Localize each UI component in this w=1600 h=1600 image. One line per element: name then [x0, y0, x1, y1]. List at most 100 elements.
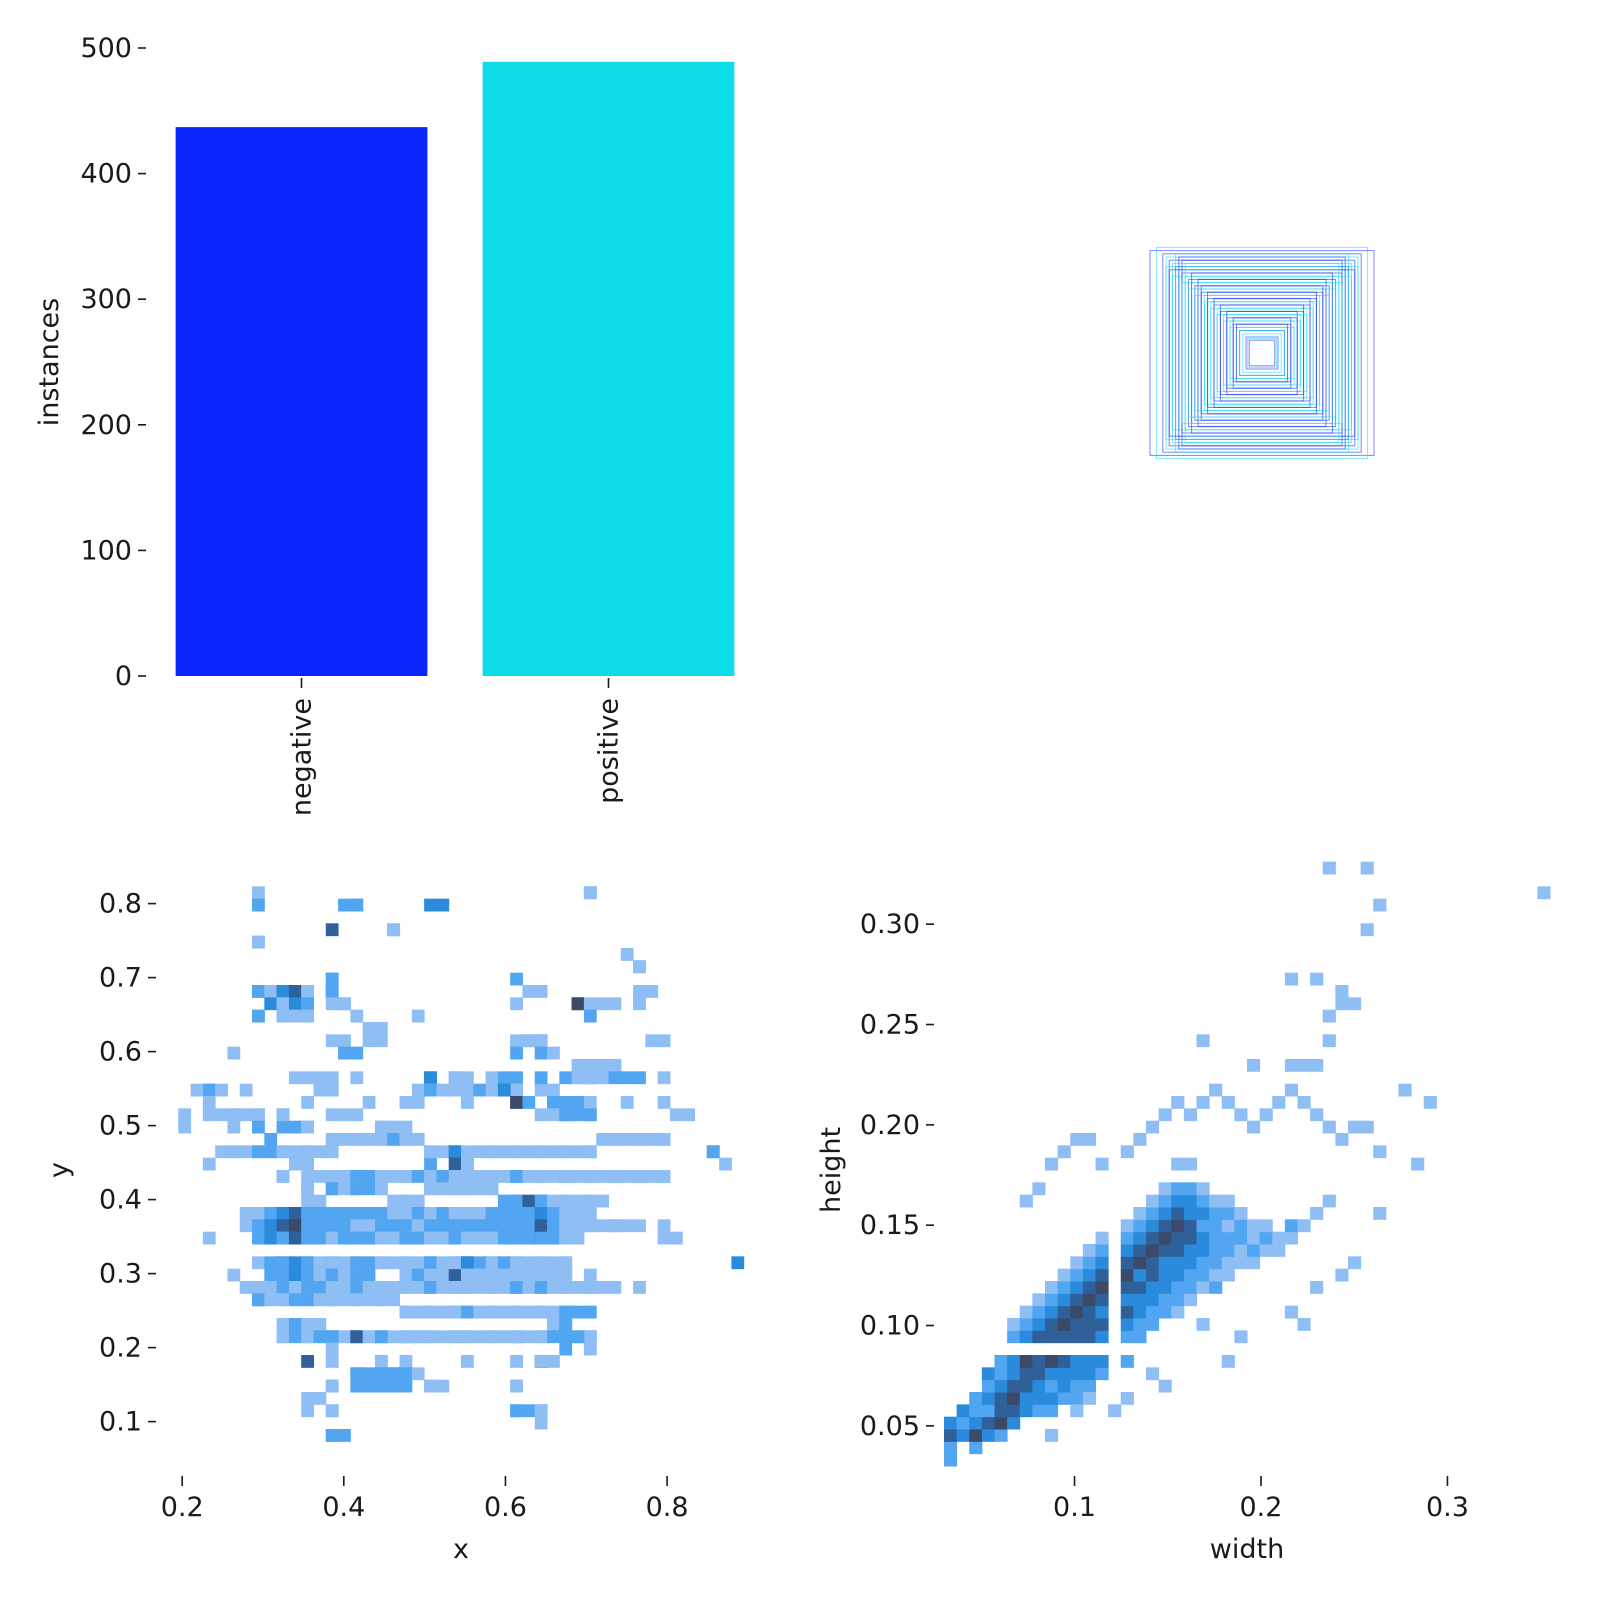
heatmap-cell	[1234, 1256, 1248, 1270]
heatmap-cell	[461, 1231, 474, 1245]
heatmap-cell	[1247, 1120, 1261, 1134]
heatmap-cell	[1057, 1379, 1071, 1393]
heatmap-cell	[424, 1182, 437, 1196]
heatmap-cell	[1133, 1231, 1147, 1245]
bar-negative	[175, 127, 428, 677]
heatmap-cell	[981, 1416, 995, 1430]
heatmap-cell	[633, 1133, 646, 1146]
heatmap-cell	[362, 1034, 376, 1048]
heatmap-cell	[1095, 1231, 1109, 1245]
heatmap-cell	[325, 1281, 339, 1294]
heatmap-cell	[436, 1330, 450, 1344]
heatmap-cell	[956, 1429, 970, 1442]
heatmap-cell	[1082, 1330, 1096, 1344]
y-tick-label: 400	[80, 159, 132, 190]
heatmap-cell	[288, 1157, 302, 1171]
heatmap-cell	[583, 1268, 597, 1282]
heatmap-cell	[1045, 1404, 1059, 1418]
heatmap-cell	[608, 1170, 622, 1183]
heatmap-cell	[1133, 1281, 1147, 1294]
heatmap-cell	[1120, 1256, 1134, 1270]
heatmap-cell	[485, 1281, 499, 1294]
heatmap-cell	[350, 1379, 364, 1393]
heatmap-cell	[608, 1059, 622, 1072]
heatmap-cell	[1259, 1219, 1273, 1233]
heatmap-cell	[1057, 1145, 1071, 1159]
heatmap-cell	[596, 1219, 609, 1233]
heatmap-cell	[374, 1120, 388, 1134]
heatmap-cell	[944, 1416, 958, 1430]
heatmap-cell	[301, 1145, 314, 1159]
heatmap-cell	[325, 1379, 339, 1393]
heatmap-cell	[1045, 1318, 1059, 1331]
heatmap-cell	[1146, 1281, 1160, 1294]
heatmap-cell	[399, 1281, 413, 1294]
heatmap-cell	[424, 1231, 437, 1245]
heatmap-cell	[1348, 1120, 1362, 1134]
heatmap-cell	[338, 1293, 351, 1307]
heatmap-cell	[473, 1170, 487, 1183]
heatmap-cell	[522, 1034, 536, 1048]
heatmap-cell	[1045, 1429, 1059, 1442]
heatmap-cell	[1196, 1244, 1210, 1257]
label-box	[1200, 285, 1324, 421]
heatmap-cell	[338, 1108, 351, 1122]
heatmap-cell	[301, 1281, 314, 1294]
heatmap-cell	[338, 1034, 351, 1048]
heatmap-cell	[1297, 1219, 1311, 1233]
heatmap-cell	[374, 1182, 388, 1196]
heatmap-cell	[461, 1305, 474, 1319]
y-tick-label: 0.6	[99, 1037, 142, 1068]
heatmap-cell	[374, 1133, 388, 1146]
heatmap-cell	[1259, 1231, 1273, 1245]
heatmap-cell	[497, 1330, 511, 1344]
heatmap-cell	[969, 1392, 983, 1405]
heatmap-cell	[510, 1145, 523, 1159]
heatmap-cell	[583, 1330, 597, 1344]
heatmap-cell	[461, 1071, 474, 1085]
heatmap-cell	[1284, 1305, 1298, 1319]
heatmap-cell	[301, 1207, 314, 1220]
heatmap-cell	[424, 1268, 437, 1282]
heatmap-cell	[436, 1145, 450, 1159]
heatmap-cell	[497, 1281, 511, 1294]
heatmap-cell	[436, 1182, 450, 1196]
heatmap-cell	[596, 1133, 609, 1146]
heatmap-cell	[1070, 1379, 1084, 1393]
heatmap-cell	[1082, 1293, 1096, 1307]
heatmap-cell	[497, 1071, 511, 1085]
heatmap-cell	[374, 1219, 388, 1233]
y-tick-label: 300	[80, 284, 132, 315]
x-tick-label: 0.2	[161, 1492, 204, 1523]
heatmap-cell	[1032, 1318, 1046, 1331]
heatmap-cell	[944, 1441, 958, 1455]
heatmap-cell	[1310, 1281, 1324, 1294]
heatmap-cell	[1146, 1219, 1160, 1233]
heatmap-cell	[1095, 1256, 1109, 1270]
heatmap-cell	[645, 1170, 659, 1183]
heatmap-cell	[325, 1256, 339, 1270]
heatmap-cell	[485, 1305, 499, 1319]
heatmap-cell	[1234, 1330, 1248, 1344]
heatmap-cell	[669, 1231, 683, 1245]
heatmap-cell	[374, 1355, 388, 1368]
heatmap-cell	[399, 1120, 413, 1134]
x-tick-label: 0.3	[1426, 1492, 1469, 1523]
heatmap-cell	[620, 1071, 634, 1085]
heatmap-cell	[350, 1207, 364, 1220]
heatmap-cell	[288, 1256, 302, 1270]
heatmap-cell	[1183, 1268, 1197, 1282]
heatmap-cell	[288, 1071, 302, 1085]
y-tick-label: 0.15	[860, 1210, 920, 1241]
heatmap-cell	[350, 1108, 364, 1122]
heatmap-cell	[534, 1145, 548, 1159]
heatmap-cell	[202, 1096, 216, 1109]
heatmap-cell	[1133, 1305, 1147, 1319]
heatmap-cell	[264, 985, 278, 998]
heatmap-cell	[190, 1083, 204, 1097]
heatmap-cell	[1183, 1256, 1197, 1270]
heatmap-cell	[1019, 1330, 1033, 1344]
heatmap-cell	[473, 1268, 487, 1282]
heatmap-cell	[1082, 1256, 1096, 1270]
heatmap-cell	[559, 1268, 573, 1282]
